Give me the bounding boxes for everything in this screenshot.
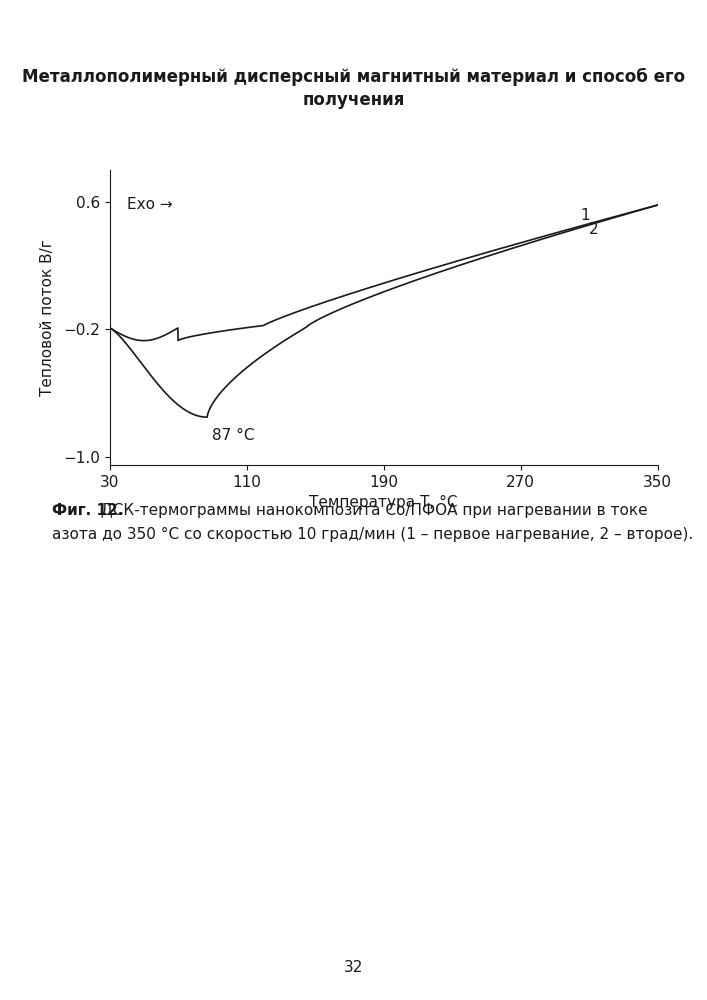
Text: 32: 32 [344, 960, 363, 976]
Text: 2: 2 [589, 222, 599, 237]
Y-axis label: Тепловой поток В/г: Тепловой поток В/г [40, 239, 54, 396]
Text: 1: 1 [580, 208, 590, 223]
Text: Ехо →: Ехо → [127, 197, 173, 212]
Text: Металлополимерный дисперсный магнитный материал и способ его: Металлополимерный дисперсный магнитный м… [22, 68, 685, 86]
Text: азота до 350 °C со скоростью 10 град/мин (1 – первое нагревание, 2 – второе).: азота до 350 °C со скоростью 10 град/мин… [52, 527, 693, 542]
X-axis label: Температура T, °C: Температура T, °C [309, 495, 458, 510]
Text: Фиг. 12.: Фиг. 12. [52, 503, 123, 518]
Text: получения: получения [303, 91, 404, 109]
Text: 87 °C: 87 °C [212, 428, 255, 443]
Text: ДСК-термограммы нанокомпозита Co/ПФОА при нагревании в токе: ДСК-термограммы нанокомпозита Co/ПФОА пр… [96, 503, 648, 518]
